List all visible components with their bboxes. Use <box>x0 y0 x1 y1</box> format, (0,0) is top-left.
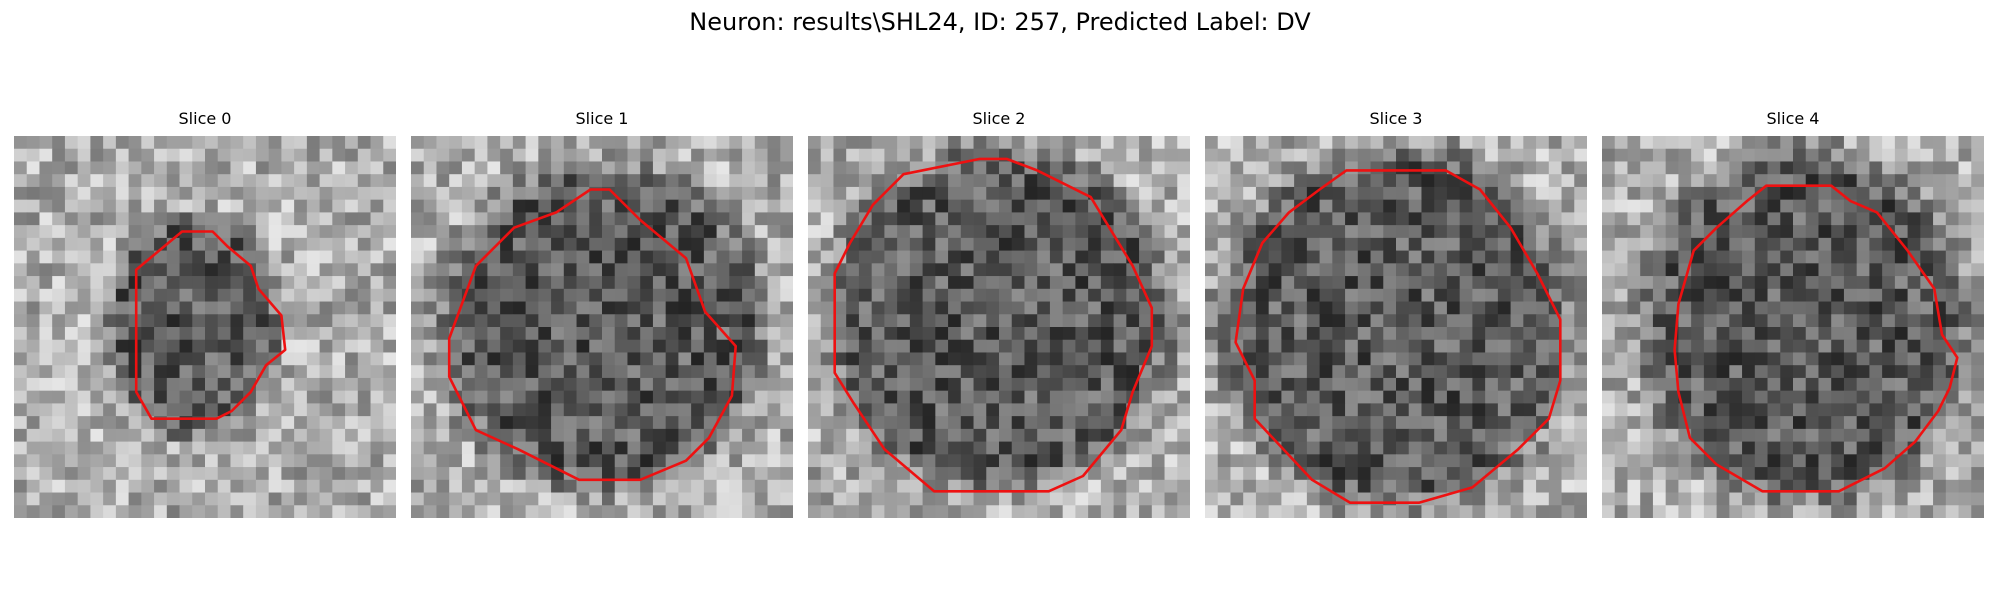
roi-contour <box>1673 184 1959 493</box>
slice-panel-1: Slice 1 <box>411 108 793 518</box>
pixel-noise <box>14 136 396 518</box>
slice-image <box>1602 136 1984 518</box>
slice-image <box>808 136 1190 518</box>
slice-panel-0: Slice 0 <box>14 108 396 518</box>
roi-contour <box>447 188 738 482</box>
pixel-noise <box>808 136 1190 518</box>
roi-contour <box>833 157 1154 493</box>
pixel-noise <box>1205 136 1587 518</box>
pixel-noise <box>1602 136 1984 518</box>
slice-panel-2: Slice 2 <box>808 108 1190 518</box>
slice-image <box>1205 136 1587 518</box>
slice-title: Slice 0 <box>178 109 232 128</box>
slice-title: Slice 3 <box>1369 109 1423 128</box>
roi-contour <box>134 230 287 421</box>
slice-title: Slice 4 <box>1766 109 1820 128</box>
slice-title: Slice 1 <box>575 109 629 128</box>
slice-image <box>411 136 793 518</box>
slice-title: Slice 2 <box>972 109 1026 128</box>
pixel-noise <box>411 136 793 518</box>
figure-title: Neuron: results\SHL24, ID: 257, Predicte… <box>689 8 1311 36</box>
slice-panel-3: Slice 3 <box>1205 108 1587 518</box>
roi-contour <box>1234 169 1562 505</box>
slice-panel-4: Slice 4 <box>1602 108 1984 518</box>
slice-image <box>14 136 396 518</box>
